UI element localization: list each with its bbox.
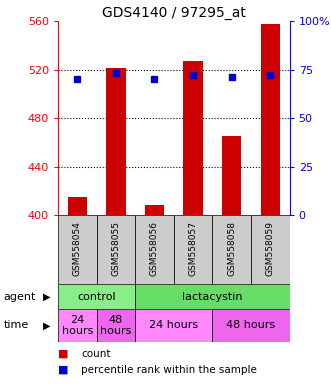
Bar bbox=[145, 205, 164, 215]
Text: 48
hours: 48 hours bbox=[100, 314, 131, 336]
Bar bbox=[97, 309, 135, 342]
Bar bbox=[58, 284, 135, 309]
Text: ▶: ▶ bbox=[43, 291, 51, 302]
Text: agent: agent bbox=[3, 291, 36, 302]
Text: ▶: ▶ bbox=[43, 320, 51, 331]
Bar bbox=[213, 215, 251, 284]
Text: GSM558057: GSM558057 bbox=[189, 221, 198, 276]
Text: GSM558054: GSM558054 bbox=[73, 221, 82, 276]
Text: count: count bbox=[81, 349, 111, 359]
Bar bbox=[251, 215, 290, 284]
Text: ■: ■ bbox=[58, 365, 69, 375]
Bar bbox=[213, 309, 290, 342]
Text: 24
hours: 24 hours bbox=[62, 314, 93, 336]
Bar bbox=[135, 284, 290, 309]
Text: lactacystin: lactacystin bbox=[182, 291, 243, 302]
Bar bbox=[58, 309, 97, 342]
Bar bbox=[58, 215, 97, 284]
Bar bbox=[68, 197, 87, 215]
Bar bbox=[135, 309, 213, 342]
Text: GSM558058: GSM558058 bbox=[227, 221, 236, 276]
Title: GDS4140 / 97295_at: GDS4140 / 97295_at bbox=[102, 6, 246, 20]
Bar bbox=[260, 23, 280, 215]
Bar bbox=[106, 68, 125, 215]
Text: control: control bbox=[77, 291, 116, 302]
Bar bbox=[183, 61, 203, 215]
Bar bbox=[135, 215, 174, 284]
Text: GSM558056: GSM558056 bbox=[150, 221, 159, 276]
Text: time: time bbox=[3, 320, 28, 331]
Text: percentile rank within the sample: percentile rank within the sample bbox=[81, 365, 257, 375]
Text: 24 hours: 24 hours bbox=[149, 320, 198, 331]
Text: GSM558059: GSM558059 bbox=[266, 221, 275, 276]
Text: 48 hours: 48 hours bbox=[226, 320, 276, 331]
Text: GSM558055: GSM558055 bbox=[111, 221, 120, 276]
Bar bbox=[222, 136, 241, 215]
Text: ■: ■ bbox=[58, 349, 69, 359]
Bar bbox=[174, 215, 213, 284]
Bar bbox=[97, 215, 135, 284]
